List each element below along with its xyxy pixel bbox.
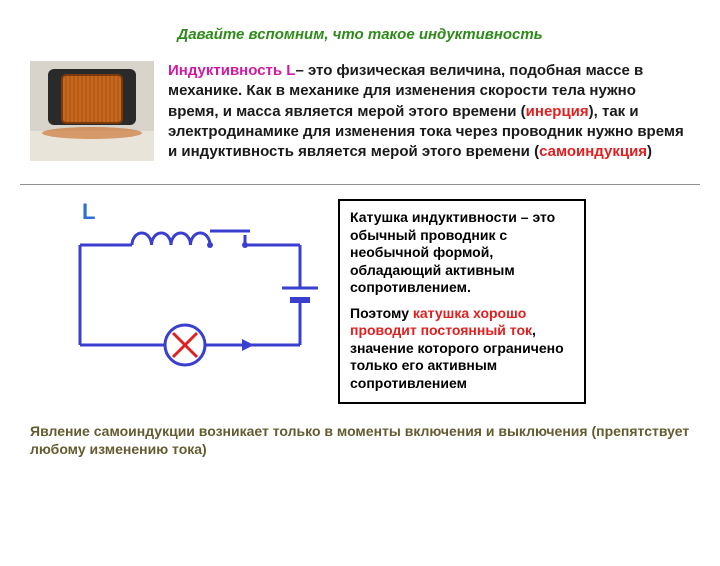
bottom-note: Явление самоиндукции возникает только в … <box>0 410 720 458</box>
title-text: Давайте вспомним, что такое индуктивност… <box>177 26 542 43</box>
divider-line <box>20 184 700 185</box>
inertia-term: инерция <box>526 103 589 120</box>
inductor-photo <box>30 61 154 166</box>
box-p1: Катушка индуктивности – это обычный пров… <box>350 209 574 297</box>
box-p2: Поэтому катушка хорошо проводит постоянн… <box>350 305 574 393</box>
selfinduction-term: самоиндукция <box>539 143 647 160</box>
definition-paragraph: Индуктивность L– это физическая величина… <box>168 61 690 166</box>
inductance-term: Индуктивность L <box>168 62 295 79</box>
diagram-row: L Катушка индуктивности – это обычный пр… <box>0 195 720 410</box>
para-tail: ) <box>647 143 652 160</box>
circuit-svg <box>60 205 320 405</box>
slide-title: Давайте вспомним, что такое индуктивност… <box>0 26 720 43</box>
info-box: Катушка индуктивности – это обычный пров… <box>338 199 586 404</box>
inductor-label: L <box>82 199 95 225</box>
circuit-diagram: L <box>60 205 320 410</box>
definition-row: Индуктивность L– это физическая величина… <box>0 61 720 182</box>
